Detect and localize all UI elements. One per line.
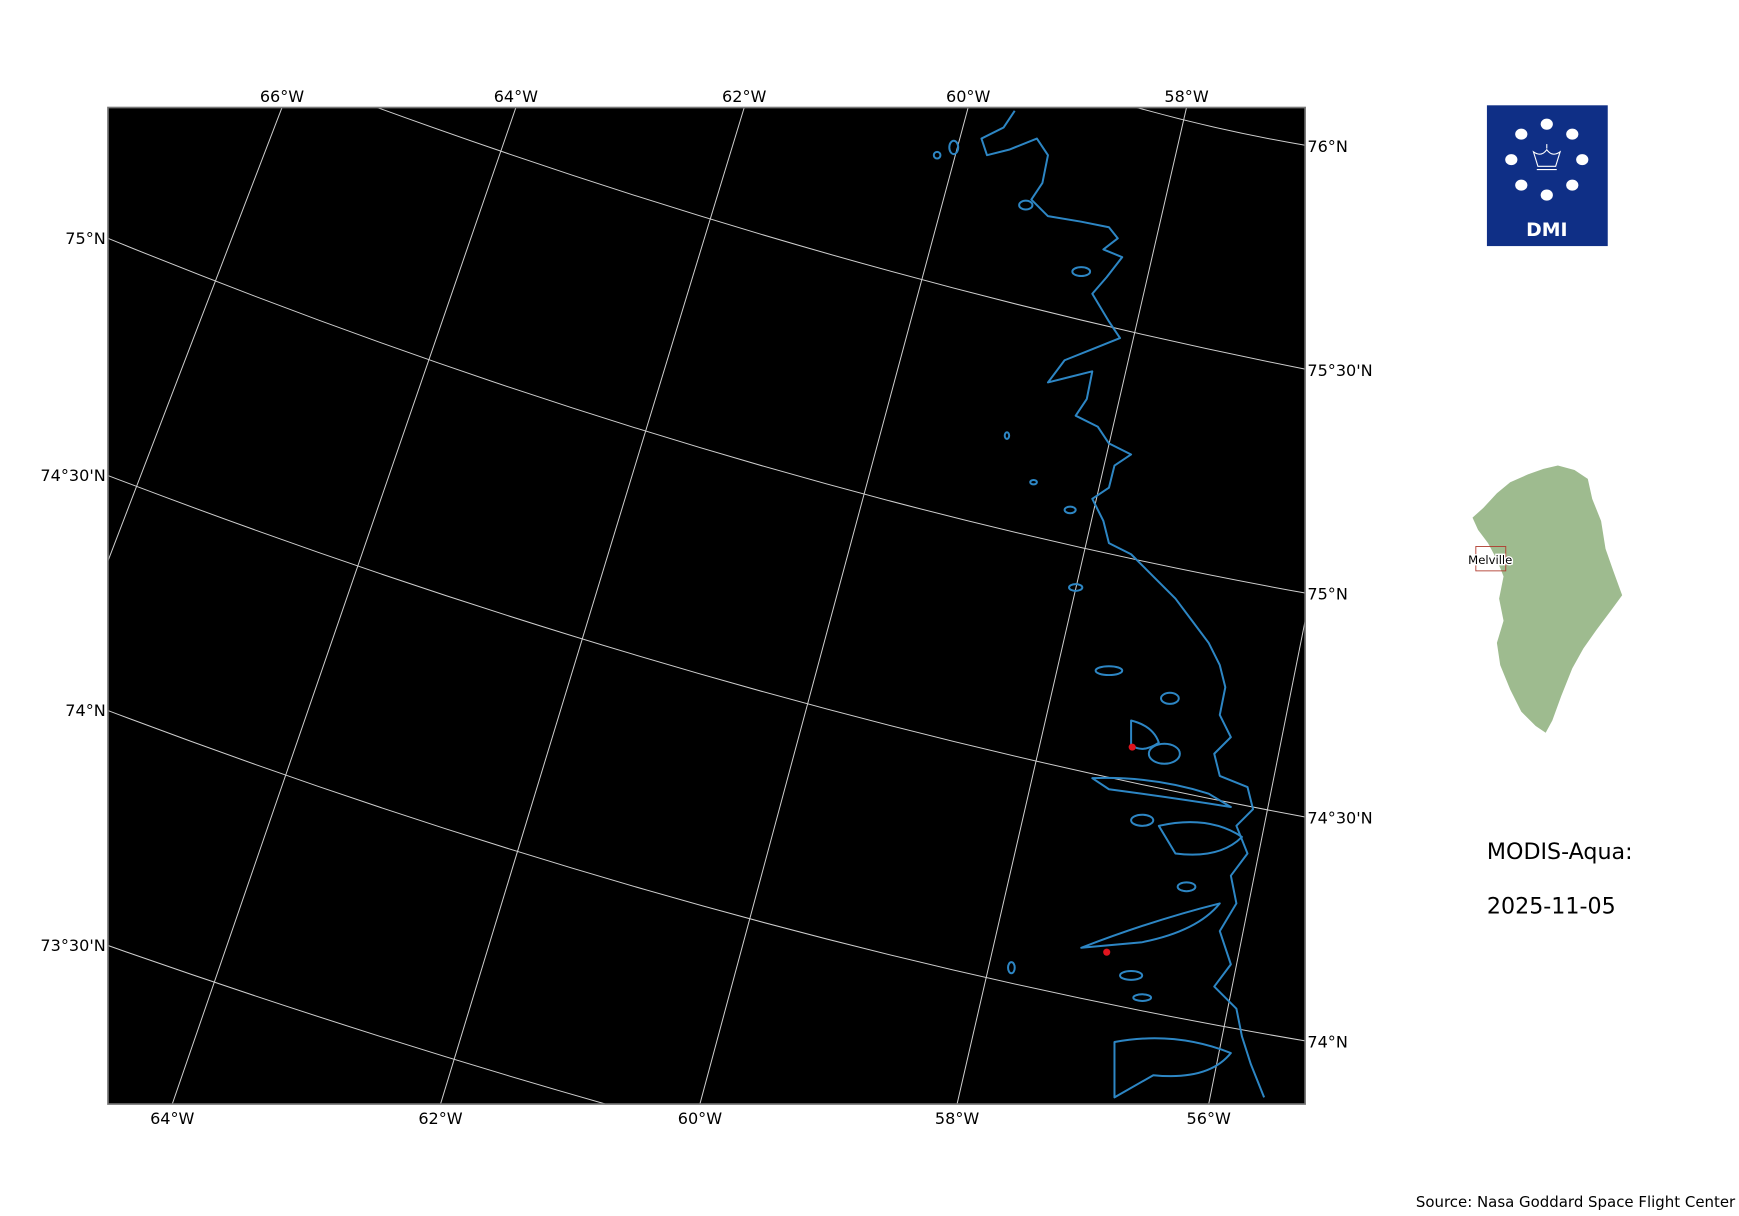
parallel-75-30n [377, 107, 1306, 370]
island [948, 139, 960, 156]
left-label: 75°N [65, 229, 106, 248]
parallel-74n [107, 710, 1306, 1042]
map-background [107, 107, 1306, 1105]
meridian-66w [107, 107, 283, 562]
meridian-58w [956, 107, 1188, 1105]
right-label: 74°N [1307, 1033, 1348, 1052]
island [1007, 961, 1016, 975]
parallel-75n [107, 237, 1306, 594]
bottom-label: 62°W [418, 1109, 462, 1128]
meridian-62w [440, 107, 745, 1105]
parallel-73-30n [107, 945, 608, 1105]
sensor-label: MODIS-Aqua: [1487, 839, 1633, 865]
parallel-74-30n [107, 475, 1306, 818]
bottom-label: 60°W [678, 1109, 722, 1128]
map-frame [107, 106, 1306, 1105]
coastline [980, 110, 1266, 1098]
top-label: 64°W [494, 87, 538, 106]
area-of-interest-box [1475, 546, 1507, 572]
bottom-label: 64°W [150, 1109, 194, 1128]
right-axis-labels: 76°N 75°30'N 75°N 74°30'N 74°N [1307, 137, 1372, 1052]
location-marker [1128, 743, 1136, 751]
parallel-76n [1136, 107, 1306, 146]
logo-text: DMI [1526, 220, 1567, 241]
top-label: 60°W [946, 87, 990, 106]
island [1176, 881, 1197, 893]
top-axis-labels: 66°W 64°W 62°W 60°W 58°W [260, 87, 1209, 106]
top-label: 66°W [260, 87, 304, 106]
date-label: 2025-11-05 [1487, 893, 1616, 919]
island [1071, 266, 1092, 278]
coastline-fjord [1080, 902, 1221, 949]
top-label: 58°W [1164, 87, 1208, 106]
bottom-axis-labels: 64°W 62°W 60°W 58°W 56°W [150, 1109, 1231, 1128]
island [1132, 993, 1153, 1002]
location-marker [1103, 948, 1111, 956]
island [1063, 505, 1077, 515]
left-axis-labels: 75°N 74°30'N 74°N 73°30'N [40, 229, 105, 955]
island [1094, 665, 1124, 677]
right-label: 75°30'N [1307, 361, 1372, 380]
island [1068, 583, 1084, 592]
right-label: 75°N [1307, 585, 1348, 604]
dmi-logo: DMI [1486, 105, 1608, 247]
right-label: 74°30'N [1307, 809, 1372, 828]
source-credit: Source: Nasa Goddard Space Flight Center [1416, 1193, 1736, 1211]
inset-label: Melville [1468, 553, 1512, 567]
island [1147, 742, 1181, 765]
meridian-56w [1208, 618, 1306, 1105]
left-label: 74°N [65, 701, 106, 720]
meridian-60w [699, 107, 969, 1105]
island [1029, 478, 1038, 486]
left-label: 74°30'N [40, 466, 105, 485]
island [1003, 431, 1011, 440]
right-label: 76°N [1307, 137, 1348, 156]
coastline-fjord [1157, 821, 1243, 856]
bottom-label: 58°W [935, 1109, 979, 1128]
island [932, 150, 942, 160]
map-panel [107, 106, 1306, 1105]
island [1130, 813, 1155, 827]
coastline-fjord [1091, 776, 1232, 808]
greenland-landmass [1472, 465, 1623, 733]
crown-icon [1532, 144, 1562, 171]
left-label: 73°30'N [40, 936, 105, 955]
coastline-fjord [1113, 1037, 1232, 1099]
island [1018, 199, 1034, 211]
greenland-inset-map: Melville [1467, 465, 1623, 733]
meridian-64w [171, 107, 517, 1105]
island [1119, 970, 1144, 981]
top-label: 62°W [722, 87, 766, 106]
bottom-label: 56°W [1187, 1109, 1231, 1128]
island [1160, 691, 1180, 705]
